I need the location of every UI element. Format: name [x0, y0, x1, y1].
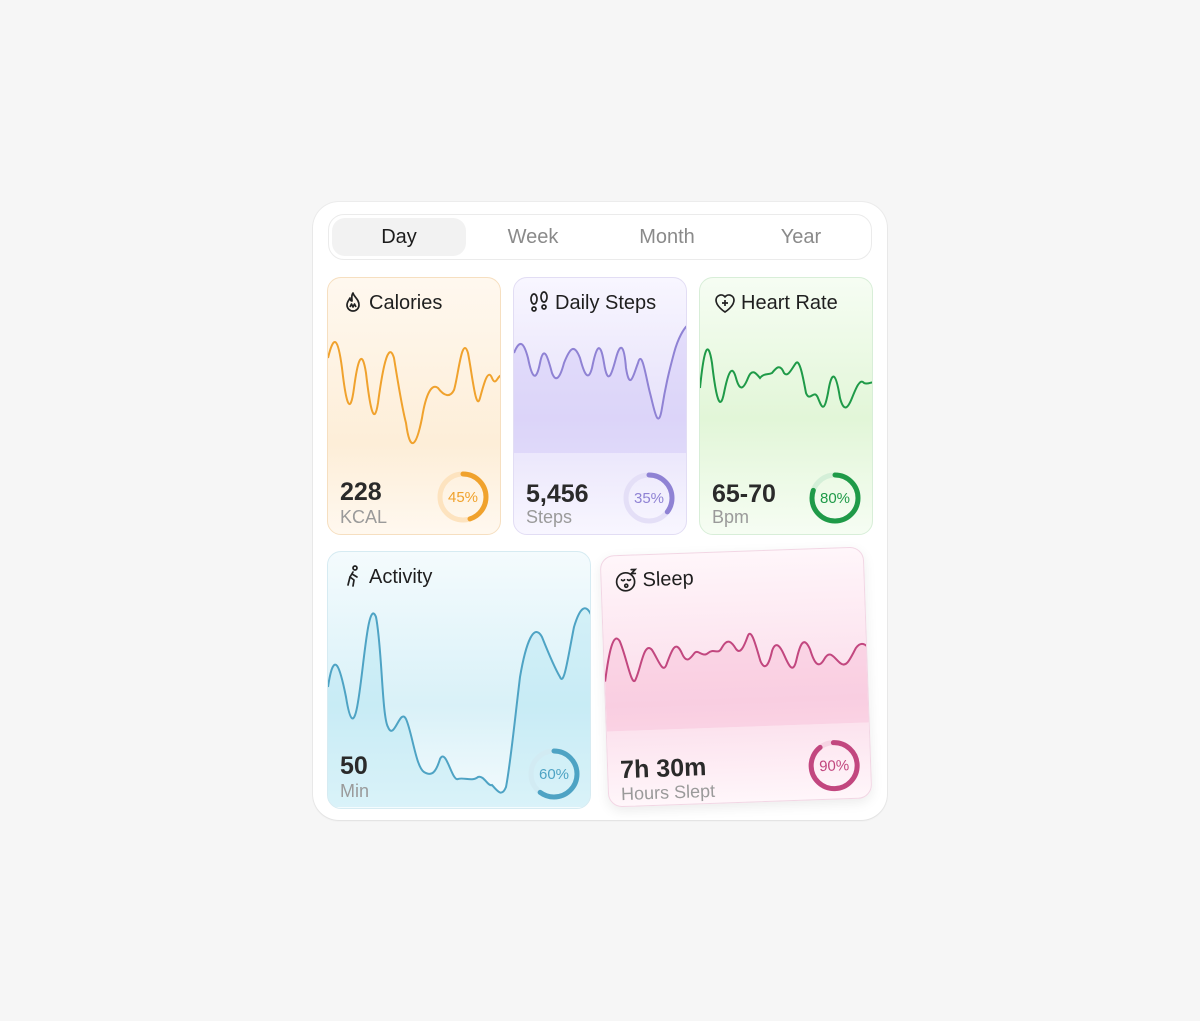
calories-title: Calories: [369, 291, 443, 314]
tab-month[interactable]: Month: [639, 225, 695, 248]
activity-unit: Min: [340, 781, 370, 801]
heart-rate-progress-ring: 80%: [808, 471, 862, 525]
sleep-wave: [604, 633, 871, 732]
tab-week[interactable]: Week: [507, 225, 559, 248]
tab-day[interactable]: Day: [332, 218, 466, 256]
sleep-title: Sleep: [642, 566, 695, 591]
calories-progress-ring: 45%: [436, 470, 490, 524]
sleep-progress-ring: 90%: [806, 738, 862, 794]
period-tabs: Day Week Month Year: [328, 214, 872, 260]
activity-header: Activity: [340, 564, 432, 590]
heart-rate-value: 65-70: [712, 480, 776, 508]
calories-value: 228: [340, 478, 382, 506]
sleep-value: 7h 30m: [619, 753, 707, 785]
calories-unit: KCAL: [340, 507, 388, 527]
heart-rate-percent: 80%: [819, 489, 851, 507]
activity-value: 50: [340, 752, 368, 780]
steps-unit: Steps: [526, 507, 573, 527]
steps-wave: [514, 325, 686, 453]
calories-percent: 45%: [447, 488, 479, 506]
sleepy-face-icon: [613, 567, 640, 594]
steps-value: 5,456: [526, 480, 589, 508]
footprints-icon: [526, 290, 552, 316]
heart-plus-icon: [712, 290, 738, 316]
activity-title: Activity: [369, 565, 433, 588]
calories-wave: [328, 341, 500, 445]
flame-icon: [340, 290, 366, 316]
steps-header: Daily Steps: [526, 290, 656, 316]
walking-person-icon: [340, 564, 366, 590]
sleep-percent: 90%: [818, 756, 850, 775]
sleep-unit: Hours Slept: [620, 780, 716, 805]
steps-progress-ring: 35%: [622, 471, 676, 525]
steps-percent: 35%: [633, 489, 665, 507]
calories-card[interactable]: Calories 228 KCAL 45%: [327, 277, 501, 535]
activity-progress-ring: 60%: [527, 747, 581, 801]
steps-card[interactable]: Daily Steps 5,456 Steps 35%: [513, 277, 687, 535]
activity-wave: [328, 607, 590, 807]
activity-percent: 60%: [538, 765, 570, 783]
heart-rate-wave: [700, 348, 872, 409]
heart-rate-header: Heart Rate: [712, 290, 838, 316]
heart-rate-card[interactable]: Heart Rate 65-70 Bpm 80%: [699, 277, 873, 535]
heart-rate-title: Heart Rate: [741, 291, 838, 314]
health-dashboard-panel: Day Week Month Year Calories 228 KCAL 45: [313, 202, 887, 820]
steps-title: Daily Steps: [555, 291, 657, 314]
activity-card[interactable]: Activity 50 Min 60%: [327, 551, 591, 809]
sleep-card[interactable]: Sleep 7h 30m Hours Slept 90%: [599, 546, 873, 808]
heart-rate-unit: Bpm: [712, 507, 750, 527]
calories-header: Calories: [340, 290, 442, 316]
tab-year[interactable]: Year: [780, 225, 822, 248]
sleep-header: Sleep: [613, 565, 694, 594]
